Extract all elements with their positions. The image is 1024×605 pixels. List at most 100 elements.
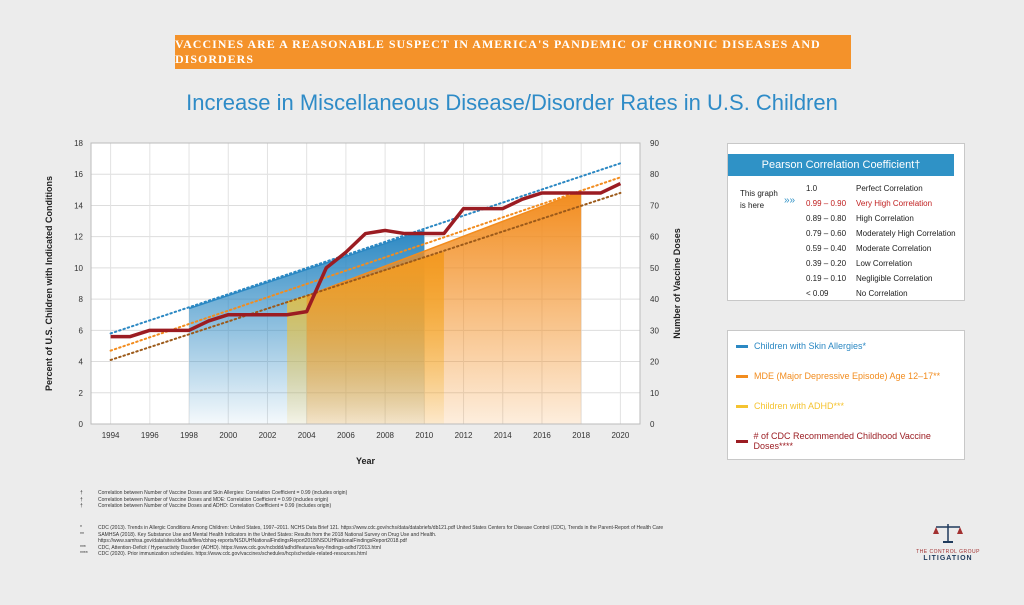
pearson-range: 0.19 – 0.10 [806,274,847,283]
legend-label: MDE (Major Depressive Episode) Age 12–17… [754,371,941,381]
legend-swatch [736,344,748,348]
pearson-range: < 0.09 [806,289,829,298]
x-tick-label: 2008 [376,431,394,440]
x-tick-label: 2010 [415,431,433,440]
y-tick-label: 0 [79,420,84,429]
pearson-row: 0.19 – 0.10 Negligible Correlation [806,274,932,283]
y2-tick-label: 30 [650,326,659,335]
area-top-edge [306,190,582,297]
legend-item: Children with Skin Allergies* [736,341,866,351]
footnote-text: Correlation between Number of Vaccine Do… [98,490,348,496]
x-tick-label: 1996 [141,431,159,440]
logo-line1: THE CONTROL GROUP [916,549,980,555]
footnote-line: https://www.samhsa.gov/data/sites/defaul… [80,538,663,545]
pearson-row: 1.0 Perfect Correlation [806,184,923,193]
pearson-range: 0.39 – 0.20 [806,259,847,268]
y-tick-label: 4 [79,358,84,367]
x-tick-label: 2002 [259,431,277,440]
y-tick-label: 8 [79,295,84,304]
y-tick-label: 2 [79,389,84,398]
plot-frame [90,142,641,425]
pearson-title: Pearson Correlation Coefficient† [728,154,954,176]
footnote-text: Correlation between Number of Vaccine Do… [98,503,332,509]
footnote-line: † Correlation between Number of Vaccine D… [80,490,347,497]
footnote-mark: † [80,490,83,496]
footnote-text: CDC (2020). Prior immunization schedules… [98,551,367,557]
y2-tick-label: 50 [650,264,659,273]
legend-swatch [736,374,748,378]
pearson-label: Very High Correlation [856,199,933,208]
vaccine-doses-line [110,182,622,339]
footnote-line: † Correlation between Number of Vaccine D… [80,503,347,510]
area-top-edge [188,229,425,310]
y2-tick-label: 20 [650,358,659,367]
footnote-mark: † [80,496,83,503]
y-tick-label: 18 [74,139,83,148]
footnote-line: * CDC (2013). Trends in Allergic Conditio… [80,525,663,532]
legend-label: Children with Skin Allergies* [754,341,867,351]
pearson-range: 0.59 – 0.40 [806,244,847,253]
graph-marker: This graph is here [740,188,778,212]
x-tick-label: 2016 [533,431,551,440]
pearson-range: 0.99 – 0.90 [806,199,847,208]
chart-title: Increase in Miscellaneous Disease/Disord… [186,90,838,115]
logo-line2: LITIGATION [923,555,973,562]
pearson-row: 0.59 – 0.40 Moderate Correlation [806,244,931,253]
legend-swatch [736,439,748,443]
x-tick-label: 1994 [102,431,120,440]
footnote-line: ** SAMHSA (2018). Key Substance Use and M… [80,532,663,539]
pearson-label: Perfect Correlation [856,184,923,193]
footnote-line: *** CDC, Attention-Deficit / Hyperactivit… [80,545,663,552]
footnote-text: Correlation between Number of Vaccine Do… [98,496,329,503]
pearson-label: No Correlation [856,289,908,298]
logo: THE CONTROL GROUP LITIGATION [912,522,984,562]
legend: Children with Skin Allergies* MDE (Major … [727,330,965,460]
y-tick-label: 14 [74,201,83,210]
y2-tick-label: 70 [650,201,659,210]
y-axis-label: Percent of U.S. Children with Indicated … [44,176,54,391]
x-tick-label: 1998 [180,431,198,440]
pearson-range: 0.89 – 0.80 [806,214,847,223]
marker-arrows-icon: »» [784,195,796,206]
y2-tick-label: 80 [650,170,659,179]
footnote-line: † Correlation between Number of Vaccine D… [80,497,347,504]
trend-line [109,162,622,335]
footnote-line: **** CDC (2020). Prior immunization sched… [80,551,663,558]
x-tick-label: 2012 [455,431,473,440]
x-tick-label: 2020 [611,431,629,440]
pearson-panel: Pearson Correlation Coefficient† This gr… [727,143,965,301]
scales-icon [933,524,963,543]
source-notes: * CDC (2013). Trends in Allergic Conditio… [80,525,663,558]
correlation-notes: † Correlation between Number of Vaccine D… [80,490,347,510]
y2-tick-label: 0 [650,420,655,429]
y2-tick-label: 40 [650,295,659,304]
y-tick-label: 6 [79,326,84,335]
y2-tick-label: 10 [650,389,659,398]
x-tick-label: 2000 [219,431,237,440]
pearson-label: Moderate Correlation [856,244,932,253]
y-tick-label: 10 [74,264,83,273]
legend-item: MDE (Major Depressive Episode) Age 12–17… [736,371,940,381]
footnote-mark: † [80,503,83,509]
legend-label: Children with ADHD*** [754,401,845,411]
pearson-label: Moderately High Correlation [856,229,956,238]
mde-area [306,191,582,424]
y2-tick-label: 60 [650,233,659,242]
footnote-text: CDC, Attention-Deficit / Hyperactivity D… [98,544,381,551]
x-tick-label: 2006 [337,431,355,440]
pearson-range: 0.79 – 0.60 [806,229,847,238]
pearson-row: 0.89 – 0.80 High Correlation [806,214,914,223]
header-banner: VACCINES ARE A REASONABLE SUSPECT IN AME… [175,35,851,69]
x-axis-label: Year [356,456,376,466]
y2-axis-label: Number of Vaccine Doses [672,228,682,339]
pearson-label: Low Correlation [856,259,913,268]
legend-label: # of CDC Recommended Childhood Vaccine D… [753,431,931,451]
y-tick-label: 16 [74,170,83,179]
legend-item: Children with ADHD*** [736,401,844,411]
footnote-text: https://www.samhsa.gov/data/sites/defaul… [98,538,407,544]
trend-line [109,191,622,361]
footnote-text: SAMHSA (2018). Key Substance Use and Men… [98,531,437,538]
chart: 0 2 4 6 8 10 12 14 16 18 0 10 20 30 40 50 60 70 80 90 1994 19… [44,139,682,466]
pearson-row: < 0.09 No Correlation [806,289,908,298]
pearson-row: 0.79 – 0.60 Moderately High Correlation [806,229,956,238]
